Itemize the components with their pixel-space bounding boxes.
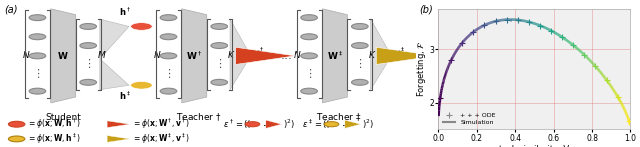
Text: $N$: $N$ (293, 49, 301, 60)
Text: ⋮: ⋮ (355, 59, 365, 69)
Text: $)^2)$: $)^2)$ (284, 117, 295, 131)
Text: $)^2)$: $)^2)$ (362, 117, 374, 131)
Circle shape (80, 79, 97, 85)
Text: $\mathbf{h}^\ddagger$: $\mathbf{h}^\ddagger$ (119, 90, 131, 102)
Text: $= \phi(\mathbf{x}; \mathbf{W}, \mathbf{h}^\dagger)$: $= \phi(\mathbf{x}; \mathbf{W}, \mathbf{… (28, 117, 81, 131)
Circle shape (211, 43, 228, 49)
Polygon shape (323, 9, 348, 103)
Text: $= \phi(\mathbf{x}; \mathbf{W}, \mathbf{h}^\ddagger)$: $= \phi(\mathbf{x}; \mathbf{W}, \mathbf{… (28, 132, 81, 146)
Polygon shape (230, 19, 251, 90)
Polygon shape (107, 136, 130, 142)
Circle shape (29, 88, 46, 94)
Polygon shape (51, 9, 76, 103)
Circle shape (8, 136, 25, 142)
Circle shape (160, 88, 177, 94)
Circle shape (301, 88, 317, 94)
Text: ⋮: ⋮ (214, 59, 225, 69)
Text: $\mathbf{W}^\dagger$: $\mathbf{W}^\dagger$ (186, 50, 202, 62)
Circle shape (160, 34, 177, 40)
Text: ⋮: ⋮ (32, 69, 43, 78)
Text: ⋮: ⋮ (163, 69, 174, 78)
Circle shape (211, 24, 228, 29)
Polygon shape (100, 19, 129, 59)
Text: $N$: $N$ (152, 49, 161, 60)
Polygon shape (100, 59, 129, 90)
Text: $K$: $K$ (368, 49, 376, 60)
Text: $\mathbf{v}^\dagger$: $\mathbf{v}^\dagger$ (253, 45, 264, 58)
Text: Student: Student (45, 113, 81, 122)
Circle shape (211, 79, 228, 85)
Circle shape (351, 79, 368, 85)
Text: $\epsilon^\ddagger = (($: $\epsilon^\ddagger = (($ (301, 117, 330, 131)
Text: $\mathbf{W}$: $\mathbf{W}$ (58, 50, 69, 61)
Circle shape (324, 122, 339, 127)
Polygon shape (266, 120, 282, 128)
Circle shape (80, 43, 97, 49)
Text: $\mathbf{v}^\ddagger$: $\mathbf{v}^\ddagger$ (394, 45, 405, 58)
Text: (a): (a) (4, 4, 18, 14)
Circle shape (160, 15, 177, 21)
Text: ⋮: ⋮ (83, 59, 93, 69)
Circle shape (160, 53, 177, 59)
Circle shape (8, 121, 25, 127)
Circle shape (131, 23, 152, 30)
Y-axis label: Forgetting, $\mathcal{F}$: Forgetting, $\mathcal{F}$ (415, 41, 428, 97)
Circle shape (351, 24, 368, 29)
Circle shape (351, 43, 368, 49)
Text: $N$: $N$ (22, 49, 30, 60)
Text: $= \phi(\mathbf{x}; \mathbf{W}^\dagger, \mathbf{v}^\dagger)$: $= \phi(\mathbf{x}; \mathbf{W}^\dagger, … (132, 117, 190, 131)
Text: $\mathbf{W}^\ddagger$: $\mathbf{W}^\ddagger$ (326, 50, 343, 62)
Polygon shape (182, 9, 207, 103)
Circle shape (29, 34, 46, 40)
Text: $\epsilon^\dagger = (($: $\epsilon^\dagger = (($ (223, 117, 251, 131)
Circle shape (301, 34, 317, 40)
Circle shape (245, 122, 260, 127)
Text: Teacher $\dagger$: Teacher $\dagger$ (175, 112, 221, 123)
Circle shape (80, 24, 97, 29)
X-axis label: task similarity, V: task similarity, V (499, 145, 570, 147)
Text: Teacher $\ddagger$: Teacher $\ddagger$ (316, 112, 362, 123)
Text: (b): (b) (419, 4, 433, 14)
Polygon shape (345, 120, 361, 128)
Legend: + + + ODE, Simulation: + + + ODE, Simulation (442, 111, 497, 126)
Circle shape (131, 81, 152, 89)
Text: ...: ... (280, 49, 292, 62)
Text: ⋮: ⋮ (303, 69, 315, 78)
Polygon shape (236, 47, 295, 65)
Polygon shape (376, 47, 436, 65)
Circle shape (301, 15, 317, 21)
Circle shape (29, 53, 46, 59)
Polygon shape (371, 19, 392, 90)
Circle shape (301, 53, 317, 59)
Polygon shape (107, 121, 130, 128)
Circle shape (29, 15, 46, 21)
Text: $K$: $K$ (227, 49, 236, 60)
Text: $M$: $M$ (97, 49, 106, 60)
Text: $-$: $-$ (340, 119, 350, 129)
Text: $= \phi(\mathbf{x}; \mathbf{W}^\ddagger, \mathbf{v}^\ddagger)$: $= \phi(\mathbf{x}; \mathbf{W}^\ddagger,… (132, 132, 190, 146)
Text: $\mathbf{h}^\dagger$: $\mathbf{h}^\dagger$ (119, 5, 131, 18)
Text: $-$: $-$ (262, 119, 271, 129)
